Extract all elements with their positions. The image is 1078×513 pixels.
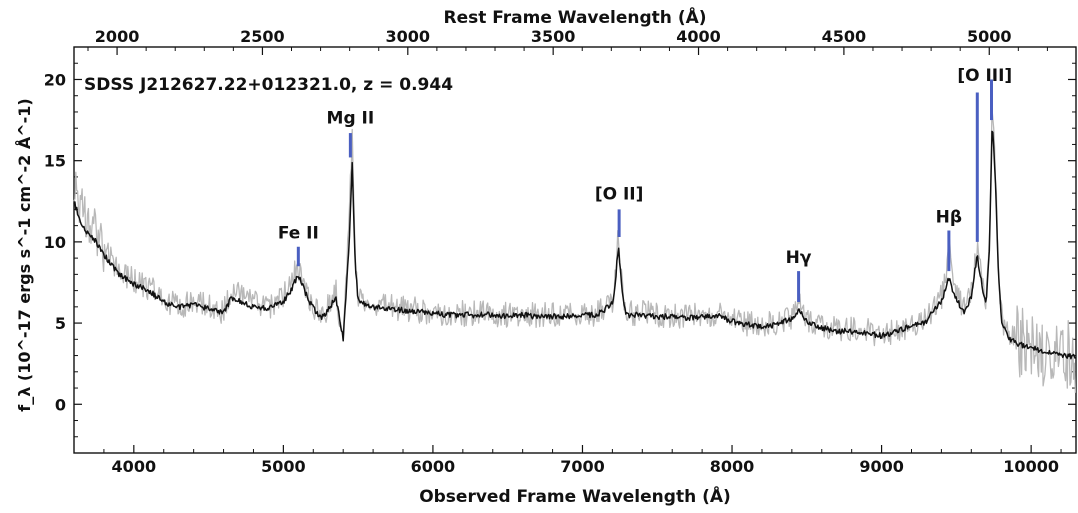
plot-border bbox=[73, 46, 1077, 454]
x-tick-label: 9000 bbox=[859, 457, 904, 476]
x-axis-top-label: Rest Frame Wavelength (Å) bbox=[443, 5, 706, 28]
plot-frame bbox=[73, 46, 1077, 454]
axis-ticks: 4000 5000 6000 7000 8000 9000 10000 2000 2500 300… bbox=[44, 27, 1076, 476]
y-tick-label: 10 bbox=[44, 233, 66, 252]
emission-line-label: Hβ bbox=[936, 207, 962, 227]
x-tick-label: 6000 bbox=[411, 457, 456, 476]
x-tick-label: 7000 bbox=[560, 457, 605, 476]
x-top-tick-label: 4000 bbox=[676, 27, 721, 46]
x-top-tick-label: 3000 bbox=[386, 27, 431, 46]
emission-line-label: [O III] bbox=[957, 66, 1012, 86]
annotation-layer: Fe II Mg II [O II] Hγ Hβ [O III] bbox=[278, 66, 1012, 302]
chart-title: SDSS J212627.22+012321.0, z = 0.944 bbox=[84, 75, 453, 95]
emission-line-label: [O II] bbox=[595, 185, 644, 205]
series-raw-spectrum bbox=[73, 107, 1077, 393]
y-tick-label: 15 bbox=[44, 152, 66, 171]
x-tick-label: 4000 bbox=[112, 457, 157, 476]
x-axis-label: Observed Frame Wavelength (Å) bbox=[419, 484, 731, 507]
x-tick-label: 10000 bbox=[1003, 457, 1059, 476]
series-layer bbox=[73, 107, 1077, 393]
emission-line-label: Fe II bbox=[278, 224, 319, 244]
y-tick-label: 0 bbox=[55, 395, 66, 414]
x-top-tick-label: 5000 bbox=[967, 27, 1012, 46]
x-tick-label: 5000 bbox=[261, 457, 306, 476]
x-tick-label: 8000 bbox=[710, 457, 755, 476]
series-smoothed-spectrum bbox=[73, 130, 1077, 360]
x-top-tick-label: 3500 bbox=[531, 27, 576, 46]
emission-line-label: Mg II bbox=[327, 108, 375, 128]
y-axis-label: f_λ (10^-17 ergs s^-1 cm^-2 Å^-1) bbox=[15, 98, 34, 411]
x-top-tick-label: 2500 bbox=[240, 27, 285, 46]
x-top-tick-label: 2000 bbox=[95, 27, 140, 46]
emission-line-label: Hγ bbox=[786, 248, 812, 268]
y-tick-label: 20 bbox=[44, 70, 66, 89]
x-top-tick-label: 4500 bbox=[822, 27, 867, 46]
y-tick-label: 5 bbox=[55, 314, 66, 333]
